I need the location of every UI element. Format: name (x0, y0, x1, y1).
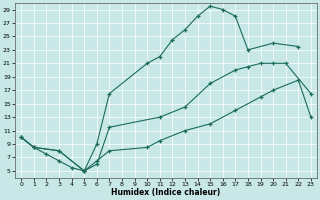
X-axis label: Humidex (Indice chaleur): Humidex (Indice chaleur) (111, 188, 221, 197)
